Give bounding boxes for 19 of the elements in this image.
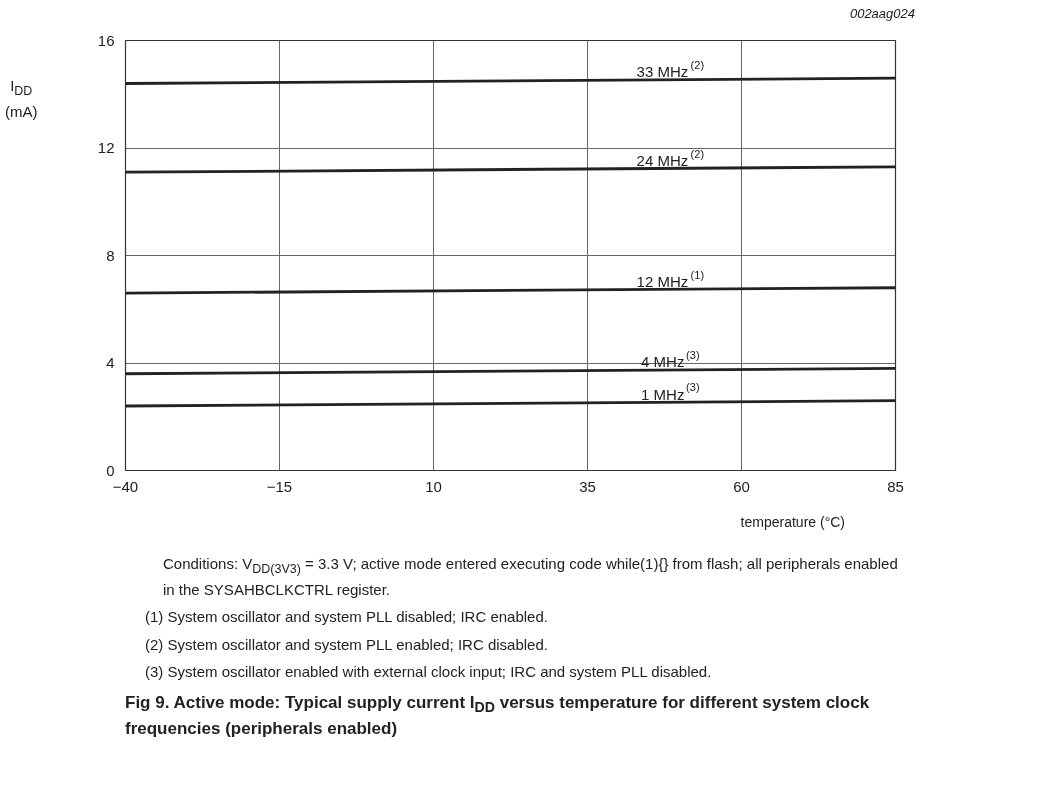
text: (1) System oscillator and system PLL disabled; IRC enabled. [145, 607, 549, 628]
text: (2) System oscillator and system PLL enabled; IRC disabled. [145, 634, 549, 655]
y-tick-label: 12 [97, 139, 115, 156]
y-tick-label: 4 [106, 354, 115, 371]
y-tick-label: 0 [106, 461, 115, 479]
x-tick-label: −15 [266, 477, 293, 495]
text: Conditions: V$_{DD(3V3)}$ = 3.3 V; active mode entered executing code while(1){} from flash; all peripherals enabled in the SYSAHBCLKCTRL register. [163, 554, 899, 600]
text: 002aag024 [848, 5, 915, 23]
y-tick-label: 8 [106, 246, 115, 264]
chart-title: Fig 9. Active mode: Typical supply current I$_{DD}$ versus temperature for different system clock frequencies (peripherals enabled) [125, 692, 870, 739]
x-axis-title: temperature (°C) [739, 513, 845, 532]
x-tick-label: 10 [425, 477, 442, 495]
text: (3) System oscillator enabled with external clock input; IRC and system PLL disabled. [145, 662, 713, 683]
y-tick-label: 16 [97, 31, 115, 49]
x-tick-label: 60 [733, 477, 750, 495]
y-axis-title: I$_{DD}$ (mA) [5, 76, 38, 122]
x-tick-label: −40 [112, 477, 139, 495]
x-tick-label: 35 [579, 477, 596, 495]
x-tick-label: 85 [887, 477, 904, 495]
